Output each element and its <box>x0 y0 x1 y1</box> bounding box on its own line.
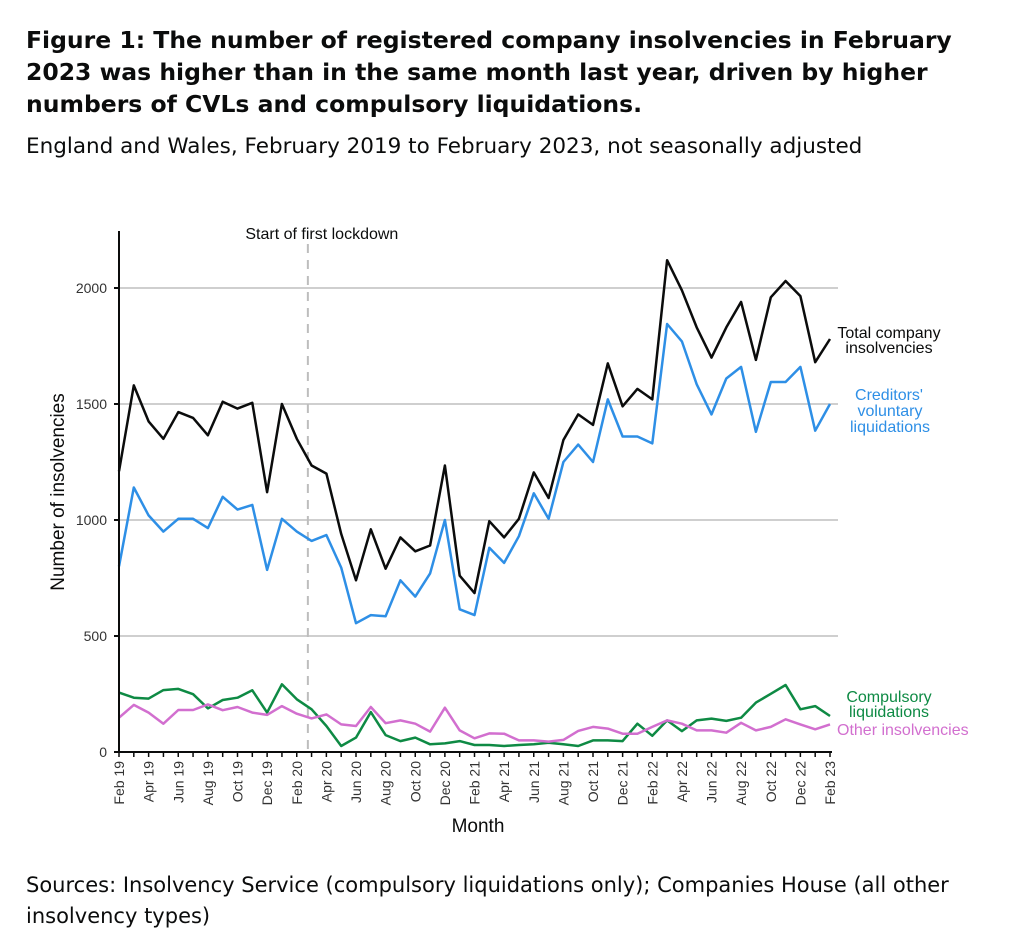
x-tick-label: Apr 21 <box>496 761 512 802</box>
y-tick-label: 1000 <box>76 512 107 528</box>
series-label-compulsory-liquidations: Compulsory <box>846 689 931 706</box>
series-label-total-company-insolvencies: Total company <box>837 325 940 342</box>
figure-subtitle: England and Wales, February 2019 to Febr… <box>26 134 863 159</box>
y-tick-label: 500 <box>84 628 108 644</box>
x-tick-label: Oct 21 <box>585 761 601 802</box>
lockdown-annotation: Start of first lockdown <box>245 226 398 243</box>
x-tick-label: Apr 20 <box>318 761 334 802</box>
series-lines <box>117 258 832 748</box>
x-tick-label: Jun 19 <box>170 761 186 803</box>
series-line-creditors-voluntary-liquidations <box>117 322 832 625</box>
x-tick-label: Oct 22 <box>763 761 779 802</box>
gridlines <box>119 287 838 637</box>
x-tick-label: Jun 20 <box>348 761 364 803</box>
x-tick-label: Aug 21 <box>555 761 571 806</box>
x-axis-label: Month <box>452 816 505 837</box>
x-tick-label: Dec 20 <box>437 761 453 806</box>
series-line-other-insolvencies <box>118 703 831 743</box>
x-tick-label: Dec 21 <box>615 761 631 806</box>
x-tick-label: Apr 22 <box>674 761 690 802</box>
series-label-other-insolvencies: Other insolvencies <box>837 722 969 739</box>
series-label-total-company-insolvencies: insolvencies <box>845 340 932 357</box>
x-tick-label: Oct 20 <box>407 761 423 802</box>
series-line-total-company-insolvencies <box>117 258 832 595</box>
series-label-creditors-voluntary-liquidations: liquidations <box>850 419 930 436</box>
series-label-compulsory-liquidations: liquidations <box>849 704 929 721</box>
x-tick-label: Oct 19 <box>230 761 246 802</box>
y-tick-label: 2000 <box>76 280 107 296</box>
y-axis-ticks: 0 500 1000 1500 2000 <box>76 280 119 760</box>
x-tick-label: Feb 21 <box>467 761 483 805</box>
x-tick-label: Jun 21 <box>526 761 542 803</box>
source-note: Sources: Insolvency Service (compulsory … <box>26 873 949 928</box>
series-line-compulsory-liquidations <box>118 683 831 748</box>
x-tick-label: Dec 19 <box>259 761 275 806</box>
x-tick-label: Feb 19 <box>111 761 127 805</box>
x-tick-label: Feb 20 <box>289 761 305 805</box>
x-tick-label: Aug 22 <box>733 761 749 806</box>
y-tick-label: 0 <box>99 744 107 760</box>
x-tick-label: Feb 23 <box>822 761 838 805</box>
figure-title: Figure 1: The number of registered compa… <box>26 26 952 118</box>
x-tick-label: Dec 22 <box>792 761 808 806</box>
series-label-creditors-voluntary-liquidations: voluntary <box>858 403 923 420</box>
x-tick-label: Apr 19 <box>141 761 157 802</box>
x-tick-label: Feb 22 <box>644 761 660 805</box>
y-tick-label: 1500 <box>76 396 107 412</box>
x-tick-label: Aug 20 <box>378 761 394 806</box>
x-axis-ticks: Feb 19 Apr 19 Jun 19 Aug 19 Oct 19 Dec 19 Feb … <box>111 752 838 805</box>
x-tick-label: Jun 22 <box>704 761 720 803</box>
x-tick-label: Aug 19 <box>200 761 216 806</box>
y-axis-label: Number of insolvencies <box>48 393 69 590</box>
series-label-creditors-voluntary-liquidations: Creditors' <box>855 387 923 404</box>
